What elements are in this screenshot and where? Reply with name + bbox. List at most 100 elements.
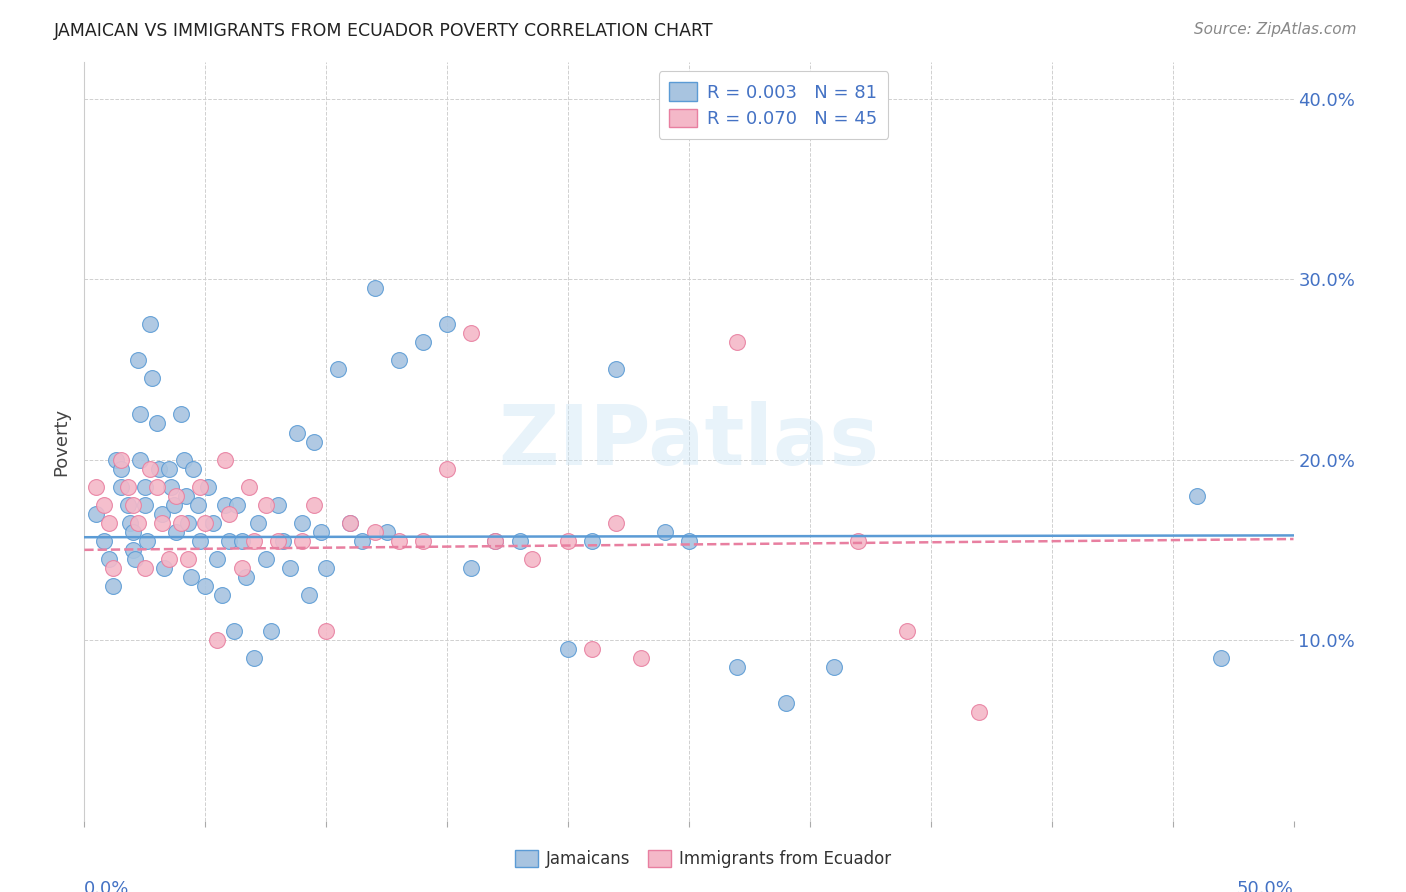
Point — [520, 552, 543, 566]
Point — [146, 480, 169, 494]
Point — [134, 498, 156, 512]
Point — [110, 461, 132, 475]
Point — [363, 281, 385, 295]
Text: 0.0%: 0.0% — [84, 880, 129, 892]
Point — [328, 362, 350, 376]
Point — [775, 696, 797, 710]
Text: ZIPatlas: ZIPatlas — [499, 401, 879, 482]
Point — [170, 516, 193, 530]
Point — [127, 353, 149, 368]
Point — [460, 561, 482, 575]
Point — [436, 461, 458, 475]
Point — [254, 498, 277, 512]
Point — [134, 480, 156, 494]
Point — [254, 552, 277, 566]
Point — [375, 524, 398, 539]
Point — [120, 516, 142, 530]
Point — [285, 425, 308, 440]
Point — [97, 552, 120, 566]
Point — [388, 353, 411, 368]
Point — [86, 507, 108, 521]
Point — [86, 480, 108, 494]
Point — [896, 624, 918, 639]
Point — [148, 461, 170, 475]
Point — [267, 533, 290, 548]
Point — [725, 660, 748, 674]
Point — [150, 507, 173, 521]
Point — [170, 408, 193, 422]
Point — [129, 452, 152, 467]
Point — [190, 533, 212, 548]
Point — [157, 552, 180, 566]
Point — [138, 317, 160, 331]
Point — [160, 480, 183, 494]
Point — [190, 480, 212, 494]
Point — [194, 579, 217, 593]
Point — [235, 570, 257, 584]
Point — [509, 533, 531, 548]
Point — [177, 552, 200, 566]
Point — [605, 362, 627, 376]
Point — [484, 533, 506, 548]
Point — [412, 533, 434, 548]
Point — [165, 524, 187, 539]
Point — [174, 489, 197, 503]
Point — [218, 533, 240, 548]
Point — [1185, 489, 1208, 503]
Y-axis label: Poverty: Poverty — [52, 408, 70, 475]
Point — [110, 452, 132, 467]
Point — [557, 533, 579, 548]
Point — [136, 533, 159, 548]
Point — [291, 533, 314, 548]
Point — [97, 516, 120, 530]
Point — [557, 642, 579, 657]
Point — [725, 335, 748, 350]
Point — [177, 516, 200, 530]
Point — [150, 516, 173, 530]
Point — [153, 561, 176, 575]
Point — [163, 498, 186, 512]
Point — [1209, 651, 1232, 665]
Point — [207, 552, 229, 566]
Point — [581, 642, 603, 657]
Point — [460, 326, 482, 341]
Point — [121, 524, 143, 539]
Point — [315, 624, 337, 639]
Point — [298, 588, 321, 602]
Point — [823, 660, 845, 674]
Point — [197, 480, 219, 494]
Point — [581, 533, 603, 548]
Point — [231, 561, 253, 575]
Point — [846, 533, 869, 548]
Point — [242, 533, 264, 548]
Text: Source: ZipAtlas.com: Source: ZipAtlas.com — [1194, 22, 1357, 37]
Point — [315, 561, 337, 575]
Point — [129, 408, 152, 422]
Point — [157, 461, 180, 475]
Point — [271, 533, 294, 548]
Point — [225, 498, 247, 512]
Point — [134, 561, 156, 575]
Legend: Jamaicans, Immigrants from Ecuador: Jamaicans, Immigrants from Ecuador — [508, 843, 898, 875]
Point — [138, 461, 160, 475]
Point — [311, 524, 333, 539]
Point — [218, 507, 240, 521]
Point — [173, 452, 195, 467]
Point — [224, 624, 246, 639]
Point — [93, 533, 115, 548]
Point — [187, 498, 209, 512]
Point — [207, 633, 229, 648]
Point — [146, 417, 169, 431]
Point — [117, 480, 139, 494]
Point — [231, 533, 253, 548]
Point — [194, 516, 217, 530]
Point — [247, 516, 270, 530]
Point — [339, 516, 361, 530]
Point — [211, 588, 233, 602]
Point — [967, 706, 990, 720]
Point — [630, 651, 652, 665]
Point — [141, 371, 163, 385]
Legend: R = 0.003   N = 81, R = 0.070   N = 45: R = 0.003 N = 81, R = 0.070 N = 45 — [658, 71, 889, 139]
Point — [291, 516, 314, 530]
Point — [121, 542, 143, 557]
